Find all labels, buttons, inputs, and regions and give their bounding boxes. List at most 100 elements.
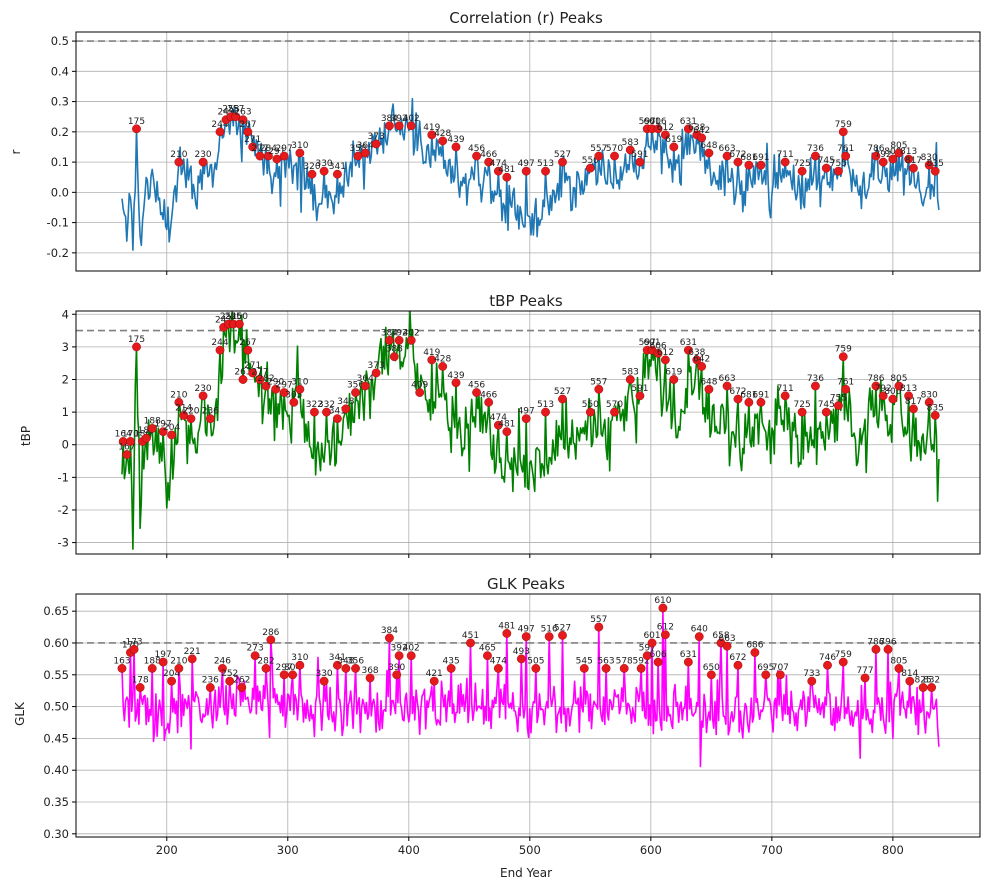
peak-label: 513 <box>537 159 554 169</box>
peak-marker <box>427 130 437 140</box>
peak-label: 711 <box>777 384 794 394</box>
peak-marker <box>279 151 289 161</box>
peak-marker <box>438 136 448 146</box>
peak-label: 252 <box>221 669 238 679</box>
peak-label: 570 <box>606 144 623 154</box>
peak-label: 711 <box>777 150 794 160</box>
peak-marker <box>704 384 714 394</box>
peak-label: 167 <box>118 443 135 453</box>
peak-marker <box>834 166 843 176</box>
peak-label: 672 <box>729 387 746 397</box>
peak-label: 290 <box>267 377 284 387</box>
peak-label: 578 <box>616 656 633 666</box>
peak-label: 282 <box>257 656 274 666</box>
peak-label: 260 <box>231 312 248 322</box>
peak-label: 348 <box>337 656 354 666</box>
peak-label: 481 <box>498 621 515 631</box>
peak-marker <box>271 384 281 394</box>
x-tick-label: 400 <box>398 843 420 857</box>
peak-label: 805 <box>890 656 907 666</box>
peak-label: 210 <box>170 150 187 160</box>
x-tick-label: 600 <box>640 843 662 857</box>
peak-label: 368 <box>361 666 378 676</box>
peak-marker <box>493 420 503 430</box>
peak-marker <box>733 394 743 404</box>
peak-marker <box>406 651 416 661</box>
peak-marker <box>692 355 702 365</box>
peak-label: 686 <box>746 641 763 651</box>
y-tick-label: 4 <box>62 307 69 321</box>
peak-label: 175 <box>128 335 145 345</box>
peak-marker <box>472 388 481 397</box>
panel-title: GLK Peaks <box>487 575 565 593</box>
peak-label: 322 <box>306 400 323 410</box>
peak-marker <box>186 414 196 424</box>
peak-label: 384 <box>381 114 398 124</box>
peak-label: 527 <box>554 150 571 160</box>
peak-label: 451 <box>462 631 479 641</box>
y-tick-label: 3 <box>62 340 69 354</box>
peak-marker <box>780 391 790 401</box>
y-tick-label: 0.30 <box>43 827 69 841</box>
peak-label: 474 <box>490 413 507 423</box>
peak-label: 251 <box>220 312 237 322</box>
peak-marker <box>427 355 437 365</box>
peak-label: 210 <box>170 656 187 666</box>
peak-marker <box>385 121 394 131</box>
peak-marker <box>147 424 157 433</box>
peak-marker <box>660 630 670 640</box>
peak-label: 481 <box>498 165 515 175</box>
peak-marker <box>744 397 754 407</box>
peak-label: 545 <box>576 656 593 666</box>
peak-label: 282 <box>257 374 274 384</box>
peak-marker <box>579 664 589 673</box>
peak-marker <box>722 381 732 391</box>
peak-label: 800 <box>884 387 901 397</box>
peak-label: 597 <box>639 117 656 127</box>
peak-marker <box>261 381 271 391</box>
peak-label: 663 <box>718 374 735 384</box>
y-tick-label: 0.0 <box>51 185 69 199</box>
peak-label: 364 <box>357 141 374 151</box>
peak-label: 792 <box>875 150 892 160</box>
peak-marker <box>371 139 381 149</box>
peak-label: 466 <box>480 390 497 400</box>
y-tick-label: -1 <box>58 470 69 484</box>
y-tick-label: 0.55 <box>43 668 69 682</box>
peak-label: 435 <box>443 656 460 666</box>
peak-marker <box>406 335 416 345</box>
peak-label: 409 <box>411 381 428 391</box>
peak-label: 631 <box>680 338 697 348</box>
peak-marker <box>141 433 151 443</box>
peak-label: 516 <box>541 625 558 635</box>
peak-marker <box>198 157 208 167</box>
peak-marker <box>927 683 936 692</box>
peak-label: 736 <box>807 144 824 154</box>
peak-label: 358 <box>349 144 366 154</box>
peak-label: 236 <box>202 407 219 417</box>
peak-label: 341 <box>329 162 346 172</box>
peak-label: 638 <box>688 348 705 358</box>
peak-marker <box>310 407 319 417</box>
peak-label: 648 <box>700 141 717 151</box>
peak-marker <box>669 375 679 384</box>
peak-marker <box>653 124 663 134</box>
peak-marker <box>531 664 541 673</box>
peak-marker <box>187 654 197 664</box>
peak-label: 691 <box>752 153 769 163</box>
plot-frame <box>75 31 981 272</box>
peak-label: 830 <box>921 153 938 163</box>
panel-title: Correlation (r) Peaks <box>449 9 603 27</box>
peak-label: 835 <box>927 403 944 413</box>
peak-marker <box>406 121 416 131</box>
peak-marker <box>625 375 635 384</box>
peak-label: 356 <box>347 656 364 666</box>
peak-label: 550 <box>582 400 599 410</box>
peak-marker <box>117 664 127 673</box>
peak-label: 163 <box>113 656 130 666</box>
peak-label: 814 <box>901 669 918 679</box>
peak-marker <box>502 172 512 182</box>
peak-marker <box>625 145 635 155</box>
peak-marker <box>289 397 299 407</box>
